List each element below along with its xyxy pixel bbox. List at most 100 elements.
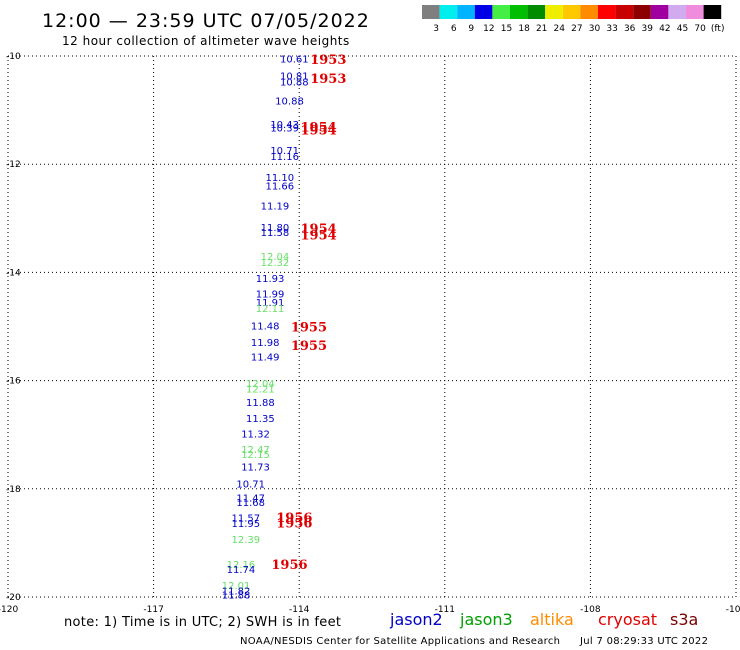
swh-value: 10.71 <box>236 479 265 490</box>
swh-value: 11.49 <box>251 352 280 363</box>
legend-swatch <box>650 5 669 19</box>
swh-value: 11.91 <box>256 298 285 309</box>
legend-swatch <box>615 5 634 19</box>
legend-label: 45 <box>677 24 688 34</box>
legend-swatch <box>668 5 686 19</box>
pass-time: 1955 <box>291 339 327 354</box>
y-tick-label: -12 <box>6 160 21 170</box>
pass-time: 1953 <box>310 72 346 87</box>
pass-time: 1954 <box>301 120 337 135</box>
swh-value: 11.95 <box>231 519 260 530</box>
footer-note: note: 1) Time is in UTC; 2) SWH is in fe… <box>64 615 341 630</box>
legend-swatch <box>545 5 563 19</box>
swh-value: 11.66 <box>265 181 294 192</box>
swh-value: 11.35 <box>246 414 275 425</box>
legend-label: 42 <box>659 24 670 34</box>
legend-label: (ft) <box>711 24 725 34</box>
satellite-name: cryosat <box>598 610 657 629</box>
legend-swatch <box>474 5 493 19</box>
swh-value: 10.39 <box>270 123 299 134</box>
swh-value: 11.19 <box>261 201 290 212</box>
swh-value: 11.80 <box>261 223 290 234</box>
swh-value: 10.81 <box>280 71 309 82</box>
swh-value: 11.93 <box>256 274 285 285</box>
legend-swatch <box>562 5 581 19</box>
swh-value: 12.21 <box>246 385 275 396</box>
pass-time: 1954 <box>301 222 337 237</box>
swh-value: 12.01 <box>222 581 251 592</box>
chart-subtitle: 12 hour collection of altimeter wave hei… <box>62 34 350 48</box>
y-tick-label: -10 <box>6 52 21 62</box>
swh-value: 10.43 <box>270 120 299 131</box>
swh-value: 11.48 <box>251 321 280 332</box>
swh-value: 11.74 <box>227 565 256 576</box>
footer-timestamp: Jul 7 08:29:33 UTC 2022 <box>579 636 708 647</box>
swh-value: 11.88 <box>222 590 251 601</box>
swh-value: 12.16 <box>227 560 256 571</box>
swh-value: 12.11 <box>256 304 285 315</box>
legend-swatch <box>686 5 704 19</box>
legend-swatch <box>422 5 440 19</box>
satellite-name: jason3 <box>459 610 513 629</box>
swh-value: 10.88 <box>275 96 304 107</box>
swh-value: 11.88 <box>246 398 275 409</box>
pass-time: 1954 <box>301 229 337 244</box>
swh-value: 12.04 <box>246 379 275 390</box>
legend-label: 21 <box>536 24 547 34</box>
x-tick-label: -117 <box>143 605 163 615</box>
x-tick-label: -111 <box>435 605 455 615</box>
time-labels: 1953195319541954195419541955195519561956… <box>271 53 346 573</box>
legend-swatch <box>492 5 510 19</box>
legend-label: 6 <box>451 24 457 34</box>
legend-swatch <box>457 5 475 19</box>
swh-value: 12.32 <box>261 258 290 269</box>
legend-label: 24 <box>554 24 566 34</box>
swh-value: 11.32 <box>241 430 270 441</box>
swh-value: 11.47 <box>236 493 265 504</box>
axis-labels: -120 -117 -114 -111 -108 -105 -10 -12 -14 -16 -18 -… <box>0 52 740 615</box>
swh-value: 11.58 <box>261 228 290 239</box>
swh-value: 12.15 <box>241 450 270 461</box>
legend-label: 27 <box>571 24 582 34</box>
swh-value: 10.61 <box>280 55 309 66</box>
swh-value: 11.99 <box>256 289 285 300</box>
swh-value: 11.82 <box>222 587 251 598</box>
swh-value: 12.39 <box>231 535 260 546</box>
chart-title: 12:00 — 23:59 UTC 07/05/2022 <box>42 10 370 32</box>
pass-time: 1956 <box>276 516 312 531</box>
legend-swatch <box>633 5 651 19</box>
pass-time: 1954 <box>301 124 337 139</box>
swh-value: 11.10 <box>265 173 294 184</box>
legend-swatch <box>527 5 546 19</box>
footer-credit: NOAA/NESDIS Center for Satellite Applica… <box>240 636 560 647</box>
y-tick-label: -18 <box>6 485 21 495</box>
legend-label: 15 <box>501 24 512 34</box>
swh-value: 11.73 <box>241 463 270 474</box>
y-tick-label: -20 <box>6 593 21 603</box>
x-tick-label: -114 <box>289 605 310 615</box>
color-legend: 3 6 9 12 15 18 21 24 27 30 33 36 39 42 45 70 (ft) <box>422 5 724 34</box>
legend-label: 36 <box>624 24 636 34</box>
pass-time: 1956 <box>271 558 307 573</box>
legend-swatch <box>439 5 458 19</box>
legend-label: 70 <box>694 24 706 34</box>
legend-swatch <box>598 5 616 19</box>
legend-label: 3 <box>433 24 439 34</box>
satellite-name: jason2 <box>389 610 443 629</box>
x-tick-label: -120 <box>0 605 18 615</box>
swh-value: 11.98 <box>251 338 280 349</box>
y-tick-label: -16 <box>6 377 21 387</box>
legend-swatch <box>703 5 722 19</box>
legend-label: 18 <box>518 24 530 34</box>
swh-value: 12.47 <box>241 445 270 456</box>
x-tick-label: -108 <box>580 605 601 615</box>
legend-label: 33 <box>606 24 617 34</box>
satellite-legend: jason2 jason3 altika cryosat s3a <box>389 610 698 629</box>
x-tick-label: -105 <box>726 605 740 615</box>
legend-label: 9 <box>468 24 474 34</box>
pass-time: 1956 <box>276 511 312 526</box>
swh-value: 10.88 <box>280 77 309 88</box>
pass-time: 1953 <box>310 53 346 68</box>
swh-value: 10.71 <box>270 146 299 157</box>
